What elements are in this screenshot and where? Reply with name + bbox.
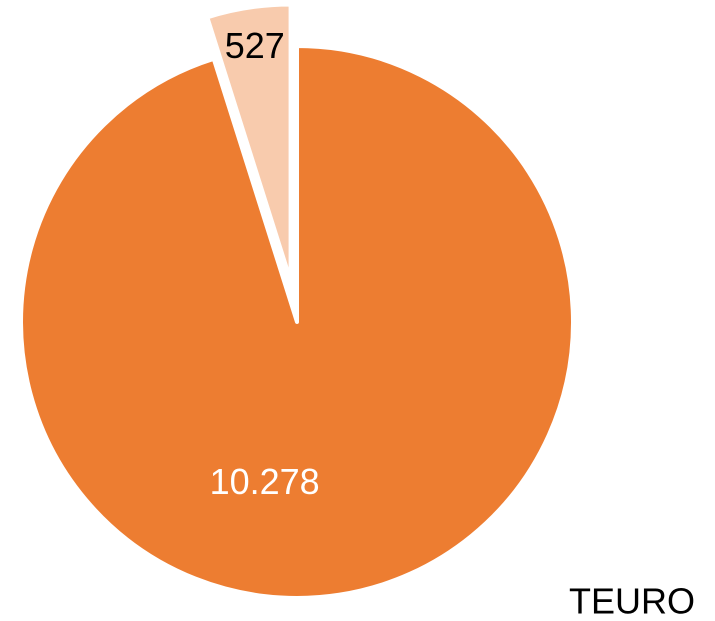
pie-slice: [205, 2, 293, 283]
data-label: 527: [225, 25, 285, 66]
unit-label: TEURO: [569, 581, 695, 621]
pie-slice: [19, 44, 575, 600]
data-label: 10.278: [210, 461, 320, 502]
